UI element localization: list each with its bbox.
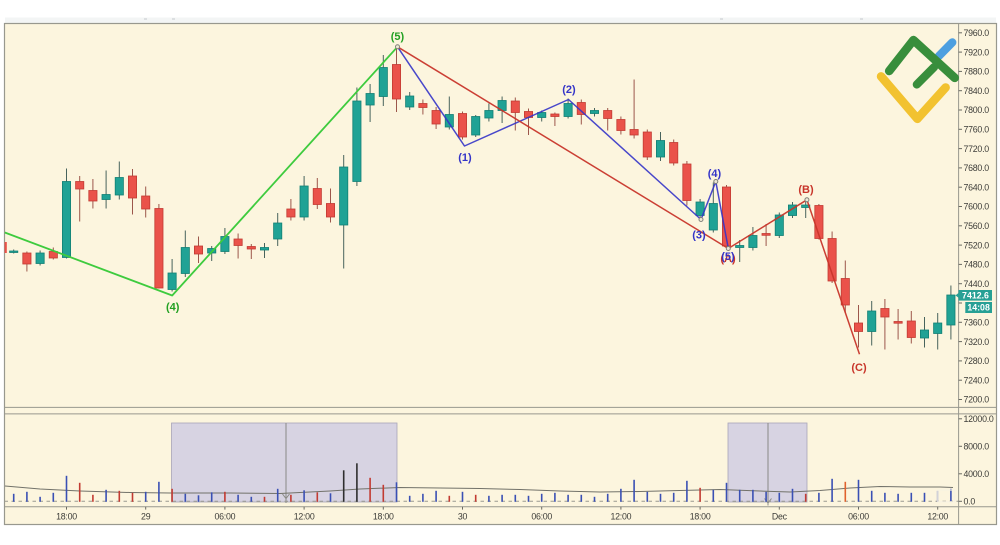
svg-text:(1): (1)	[458, 152, 472, 164]
svg-text:06:00: 06:00	[531, 512, 552, 522]
svg-text:7600.0: 7600.0	[964, 202, 990, 212]
svg-text:4000.0: 4000.0	[964, 469, 990, 479]
svg-text:0.0: 0.0	[964, 497, 976, 507]
svg-text:7680.0: 7680.0	[964, 163, 990, 173]
svg-text:(5): (5)	[391, 31, 405, 43]
svg-text:7840.0: 7840.0	[964, 86, 990, 96]
svg-text:(3): (3)	[692, 230, 706, 242]
svg-text:(C): (C)	[851, 362, 867, 374]
svg-text:06:00: 06:00	[215, 512, 236, 522]
svg-text:12:00: 12:00	[294, 512, 315, 522]
svg-text:7640.0: 7640.0	[964, 182, 990, 192]
svg-text:14:08: 14:08	[967, 303, 990, 313]
svg-text:12:00: 12:00	[611, 512, 632, 522]
svg-text:7480.0: 7480.0	[964, 260, 990, 270]
svg-text:8000.0: 8000.0	[964, 442, 990, 452]
svg-text:30: 30	[458, 512, 468, 522]
svg-text:12:00: 12:00	[927, 512, 948, 522]
svg-text:7200.0: 7200.0	[964, 395, 990, 405]
svg-text:7240.0: 7240.0	[964, 375, 990, 385]
svg-text:7760.0: 7760.0	[964, 125, 990, 135]
svg-text:7520.0: 7520.0	[964, 240, 990, 250]
svg-text:18:00: 18:00	[373, 512, 394, 522]
svg-text:(4): (4)	[708, 168, 722, 180]
svg-text:7412.6: 7412.6	[962, 290, 989, 300]
svg-text:(5): (5)	[721, 251, 735, 263]
svg-text:7880.0: 7880.0	[964, 67, 990, 77]
svg-text:18:00: 18:00	[56, 512, 77, 522]
svg-text:06:00: 06:00	[848, 512, 869, 522]
svg-text:7960.0: 7960.0	[964, 28, 990, 38]
svg-text:29: 29	[141, 512, 151, 522]
svg-text:7800.0: 7800.0	[964, 105, 990, 115]
svg-text:(A): (A)	[720, 253, 736, 265]
svg-text:(B): (B)	[798, 184, 814, 196]
svg-text:7440.0: 7440.0	[964, 279, 990, 289]
svg-text:18:00: 18:00	[690, 512, 711, 522]
svg-text:7360.0: 7360.0	[964, 318, 990, 328]
svg-text:7560.0: 7560.0	[964, 221, 990, 231]
svg-text:7320.0: 7320.0	[964, 337, 990, 347]
svg-text:Dec: Dec	[772, 512, 788, 522]
svg-text:7920.0: 7920.0	[964, 47, 990, 57]
svg-text:7720.0: 7720.0	[964, 144, 990, 154]
svg-text:12000.0: 12000.0	[964, 414, 994, 424]
svg-text:(2): (2)	[562, 84, 576, 96]
svg-text:(4): (4)	[166, 302, 180, 314]
svg-text:7280.0: 7280.0	[964, 356, 990, 366]
